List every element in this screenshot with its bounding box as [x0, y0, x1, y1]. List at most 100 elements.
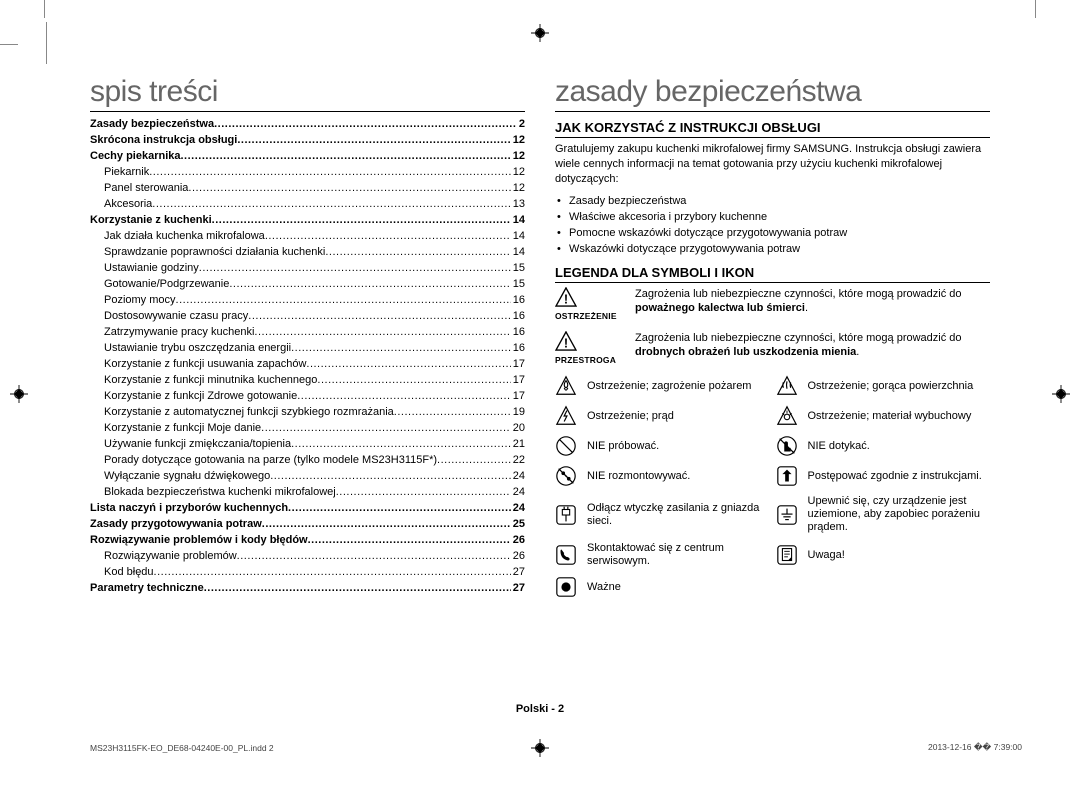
call-icon: [555, 544, 577, 566]
ground-icon: [776, 504, 798, 526]
toc-dots: [437, 452, 511, 468]
toc-entry: Akcesoria13: [90, 196, 525, 212]
toc-label: Używanie funkcji zmiękczania/topienia: [104, 436, 291, 452]
toc-page: 14: [511, 244, 525, 260]
toc-dots: [261, 420, 511, 436]
nodis-icon: [555, 465, 577, 487]
icon-description: Uwaga!: [808, 549, 991, 562]
toc-dots: [291, 340, 511, 356]
toc-page: 15: [511, 260, 525, 276]
warning-triangle-icon: !: [555, 287, 577, 307]
toc-dots: [237, 548, 511, 564]
toc-page: 25: [511, 516, 525, 532]
toc-page: 2: [517, 116, 525, 132]
toc-entry: Używanie funkcji zmiękczania/topienia21: [90, 436, 525, 452]
caution-text: Zagrożenia lub niebezpieczne czynności, …: [635, 331, 990, 359]
registration-mark-icon: [531, 24, 549, 42]
caution-triangle-icon: !: [555, 331, 577, 351]
toc-dots: [181, 148, 511, 164]
toc-page: 17: [511, 388, 525, 404]
toc-entry: Ustawianie trybu oszczędzania energii16: [90, 340, 525, 356]
toc-label: Zasady bezpieczeństwa: [90, 116, 214, 132]
icon-description: NIE rozmontowywać.: [587, 470, 770, 483]
toc-dots: [297, 388, 511, 404]
toc-label: Korzystanie z funkcji minutnika kuchenne…: [104, 372, 317, 388]
toc-page: 12: [511, 180, 525, 196]
toc-dots: [288, 500, 511, 516]
toc-entry: Gotowanie/Podgrzewanie15: [90, 276, 525, 292]
toc-page: 16: [511, 292, 525, 308]
toc-entry: Blokada bezpieczeństwa kuchenki mikrofal…: [90, 484, 525, 500]
toc-dots: [291, 436, 511, 452]
bullet-item: Właściwe akcesoria i przybory kuchenne: [569, 209, 990, 225]
toc-label: Wyłączanie sygnału dźwiękowego: [104, 468, 270, 484]
toc-page: 24: [511, 500, 525, 516]
registration-mark-icon: [10, 385, 28, 403]
section-how-to-use-title: JAK KORZYSTAĆ Z INSTRUKCJI OBSŁUGI: [555, 120, 990, 138]
toc-label: Zasady przygotowywania potraw: [90, 516, 262, 532]
toc-label: Porady dotyczące gotowania na parze (tyl…: [104, 452, 437, 468]
intro-bullets: Zasady bezpieczeństwaWłaściwe akcesoria …: [569, 193, 990, 257]
toc-dots: [394, 404, 511, 420]
toc-entry: Korzystanie z kuchenki14: [90, 212, 525, 228]
toc-entry: Piekarnik12: [90, 164, 525, 180]
toc-dots: [237, 132, 510, 148]
crop-mark: [44, 0, 45, 18]
toc-entry: Zatrzymywanie pracy kuchenki16: [90, 324, 525, 340]
toc-entry: Jak działa kuchenka mikrofalowa 14: [90, 228, 525, 244]
toc-page: 12: [511, 132, 525, 148]
toc-label: Ustawianie godziny: [104, 260, 199, 276]
toc-page: 26: [511, 532, 525, 548]
toc-entry: Kod błędu27: [90, 564, 525, 580]
toc-entry: Korzystanie z funkcji Moje danie20: [90, 420, 525, 436]
icon-description: Ostrzeżenie; prąd: [587, 410, 770, 423]
toc-dots: [212, 212, 511, 228]
toc-dots: [248, 308, 510, 324]
svg-text:!: !: [564, 335, 568, 350]
icon-description: Odłącz wtyczkę zasilania z gniazda sieci…: [587, 502, 770, 528]
bullet-item: Wskazówki dotyczące przygotowywania potr…: [569, 241, 990, 257]
toc-label: Dostosowywanie czasu pracy: [104, 308, 248, 324]
registration-mark-icon: [1052, 385, 1070, 403]
toc-entry: Porady dotyczące gotowania na parze (tyl…: [90, 452, 525, 468]
caution-label: PRZESTROGA: [555, 353, 627, 367]
toc-dots: [204, 580, 511, 596]
icon-description: Ostrzeżenie; zagrożenie pożarem: [587, 380, 770, 393]
toc-label: Korzystanie z funkcji Moje danie: [104, 420, 261, 436]
toc-entry: Korzystanie z automatycznej funkcji szyb…: [90, 404, 525, 420]
toc-label: Rozwiązywanie problemów i kody błędów: [90, 532, 308, 548]
page-content: spis treści Zasady bezpieczeństwa2Skróco…: [90, 75, 990, 598]
toc-entry: Rozwiązywanie problemów i kody błędów 26: [90, 532, 525, 548]
toc-dots: [152, 196, 510, 212]
notry-icon: [555, 435, 577, 457]
toc-dots: [270, 468, 511, 484]
toc-dots: [265, 228, 511, 244]
icon-description: Ostrzeżenie; gorąca powierzchnia: [808, 380, 991, 393]
toc-label: Korzystanie z funkcji usuwania zapachów: [104, 356, 306, 372]
toc-dots: [317, 372, 510, 388]
toc-dots: [325, 244, 510, 260]
toc-entry: Lista naczyń i przyborów kuchennych 24: [90, 500, 525, 516]
toc-page: 14: [511, 228, 525, 244]
toc-label: Lista naczyń i przyborów kuchennych: [90, 500, 288, 516]
toc-dots: [229, 276, 510, 292]
toc-entry: Korzystanie z funkcji minutnika kuchenne…: [90, 372, 525, 388]
warning-icon-col: ! OSTRZEŻENIE: [555, 287, 627, 323]
caution-icon-col: ! PRZESTROGA: [555, 331, 627, 367]
toc-page: 24: [511, 484, 525, 500]
toc-page: 27: [511, 564, 525, 580]
toc-dots: [199, 260, 511, 276]
toc-dots: [306, 356, 510, 372]
fire-icon: [555, 375, 577, 397]
footer-timestamp: 2013-12-16 �� 7:39:00: [928, 742, 1022, 753]
icon-legend-grid: Ostrzeżenie; zagrożenie pożarem Ostrzeżen…: [555, 375, 990, 598]
toc-entry: Zasady bezpieczeństwa 2: [90, 116, 525, 132]
toc-page: 17: [511, 356, 525, 372]
toc-page: 12: [511, 148, 525, 164]
toc-entry: Wyłączanie sygnału dźwiękowego24: [90, 468, 525, 484]
toc-label: Jak działa kuchenka mikrofalowa: [104, 228, 265, 244]
toc-label: Parametry techniczne: [90, 580, 204, 596]
footer-page-number: Polski - 2: [0, 703, 1080, 715]
registration-mark-icon: [531, 739, 549, 757]
toc-entry: Poziomy mocy16: [90, 292, 525, 308]
